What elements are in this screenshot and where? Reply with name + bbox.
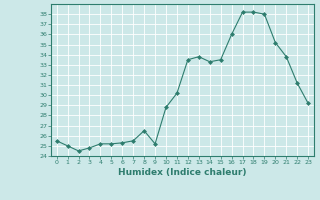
X-axis label: Humidex (Indice chaleur): Humidex (Indice chaleur) <box>118 168 247 177</box>
